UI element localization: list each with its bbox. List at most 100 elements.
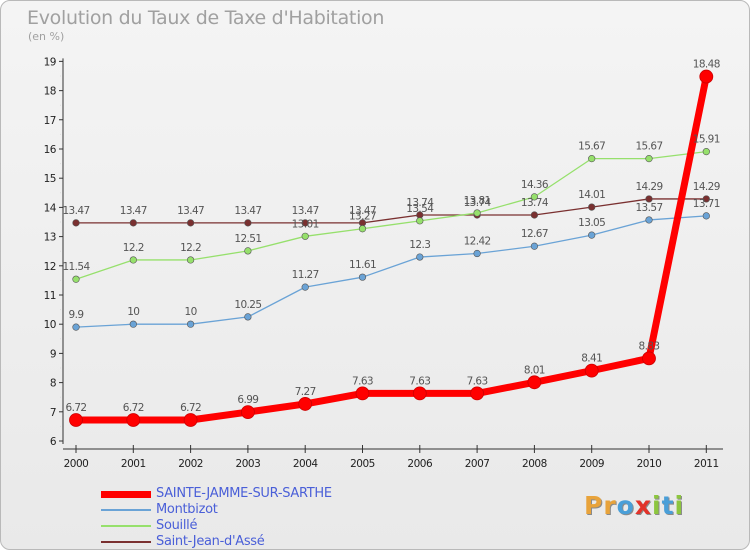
data-label-0: 6.72 bbox=[66, 402, 87, 414]
series-point-3 bbox=[702, 195, 710, 203]
legend-label: SAINTE-JAMME-SUR-SARTHE bbox=[156, 486, 332, 501]
data-label-1: 11.61 bbox=[349, 259, 376, 271]
series-point-3 bbox=[530, 211, 539, 219]
y-tick-label: 10 bbox=[44, 319, 56, 331]
data-label-2: 13.27 bbox=[349, 211, 376, 223]
legend: SAINTE-JAMME-SUR-SARTHE Montbizot Souill… bbox=[101, 486, 401, 549]
series-point-1 bbox=[244, 313, 252, 321]
data-label-1: 10 bbox=[185, 306, 197, 318]
legend-swatch bbox=[101, 525, 151, 527]
series-point-3 bbox=[301, 219, 309, 227]
y-tick-label: 16 bbox=[44, 144, 57, 156]
y-tick-label: 15 bbox=[44, 173, 56, 185]
data-label-3: 13.47 bbox=[177, 205, 204, 217]
series-point-0 bbox=[183, 413, 198, 427]
series-point-0 bbox=[240, 405, 255, 419]
y-tick-label: 9 bbox=[50, 348, 56, 360]
data-label-2: 11.54 bbox=[62, 261, 90, 273]
series-point-3 bbox=[187, 219, 195, 227]
y-tick-label: 14 bbox=[44, 202, 57, 214]
data-label-0: 18.48 bbox=[693, 59, 720, 71]
data-label-2: 12.51 bbox=[234, 233, 261, 245]
x-tick-label: 2008 bbox=[522, 458, 547, 470]
data-label-3: 13.74 bbox=[406, 197, 434, 209]
x-tick-label: 2002 bbox=[178, 458, 203, 470]
data-label-2: 15.67 bbox=[635, 141, 662, 153]
y-tick-label: 19 bbox=[44, 56, 56, 68]
y-tick-label: 6 bbox=[50, 436, 57, 448]
series-line-0 bbox=[72, 73, 710, 424]
y-tick-label: 12 bbox=[44, 261, 56, 273]
series-point-3 bbox=[129, 219, 137, 227]
chart-subtitle: (en %) bbox=[28, 30, 65, 43]
series-point-1 bbox=[301, 283, 309, 291]
data-label-0: 8.83 bbox=[639, 340, 660, 352]
series-point-1 bbox=[72, 323, 80, 331]
series-point-2 bbox=[129, 256, 137, 264]
x-tick-label: 2005 bbox=[350, 458, 375, 470]
legend-item-montbizot: Montbizot bbox=[101, 502, 401, 518]
y-tick-label: 8 bbox=[50, 378, 56, 390]
data-label-0: 7.63 bbox=[409, 375, 430, 387]
data-label-3: 14.01 bbox=[578, 189, 605, 201]
series-point-2 bbox=[702, 148, 710, 156]
series-point-3 bbox=[244, 219, 252, 227]
series-point-0 bbox=[699, 69, 714, 84]
legend-swatch bbox=[101, 509, 151, 511]
series-point-0 bbox=[355, 386, 370, 401]
series-point-1 bbox=[588, 231, 596, 239]
legend-label: Montbizot bbox=[156, 502, 218, 517]
series-point-2 bbox=[530, 193, 539, 201]
series-point-1 bbox=[416, 253, 424, 261]
data-label-0: 8.41 bbox=[581, 353, 602, 365]
series-point-0 bbox=[470, 386, 485, 401]
series-line-1 bbox=[75, 215, 707, 328]
data-label-1: 12.67 bbox=[521, 228, 548, 240]
x-tick-label: 2009 bbox=[579, 458, 604, 470]
x-tick-label: 2006 bbox=[407, 458, 433, 470]
y-tick-label: 18 bbox=[44, 86, 56, 98]
data-label-2: 12.2 bbox=[123, 242, 144, 254]
series-point-0 bbox=[527, 375, 542, 390]
series-point-2 bbox=[473, 209, 481, 217]
data-label-0: 7.63 bbox=[352, 375, 373, 387]
series-point-2 bbox=[588, 155, 596, 163]
data-label-0: 6.72 bbox=[180, 402, 201, 414]
data-label-3: 14.29 bbox=[693, 181, 720, 193]
data-label-3: 13.47 bbox=[62, 205, 89, 217]
y-tick-label: 7 bbox=[50, 407, 56, 419]
data-label-1: 13.57 bbox=[635, 202, 662, 214]
series-point-3 bbox=[645, 195, 653, 203]
data-label-1: 12.3 bbox=[409, 239, 430, 251]
series-point-0 bbox=[412, 386, 427, 401]
data-label-2: 15.67 bbox=[578, 141, 605, 153]
data-label-1: 10.25 bbox=[234, 299, 261, 311]
data-label-1: 9.9 bbox=[69, 309, 84, 321]
series-point-1 bbox=[645, 216, 653, 224]
series-point-1 bbox=[473, 249, 481, 258]
data-label-1: 12.42 bbox=[464, 236, 491, 248]
series-point-2 bbox=[244, 247, 252, 255]
data-label-0: 8.01 bbox=[524, 364, 545, 376]
data-label-2: 13.54 bbox=[406, 203, 434, 215]
data-label-3: 13.74 bbox=[464, 197, 492, 209]
series-point-2 bbox=[301, 232, 309, 240]
data-label-2: 12.2 bbox=[180, 242, 201, 254]
legend-item-souille: Souillé bbox=[101, 518, 401, 534]
series-point-0 bbox=[126, 413, 141, 427]
series-point-0 bbox=[69, 413, 83, 427]
series-point-1 bbox=[702, 212, 710, 220]
data-label-0: 6.72 bbox=[123, 402, 144, 414]
legend-swatch bbox=[101, 491, 151, 498]
legend-item-sainte-jamme: SAINTE-JAMME-SUR-SARTHE bbox=[101, 486, 401, 502]
x-tick-label: 2001 bbox=[121, 458, 146, 470]
legend-label: Saint-Jean-d'Assé bbox=[156, 534, 265, 549]
data-label-0: 6.99 bbox=[237, 394, 258, 406]
series-point-0 bbox=[584, 363, 599, 378]
series-point-3 bbox=[588, 203, 596, 211]
series-line-2 bbox=[75, 150, 707, 280]
series-point-2 bbox=[72, 275, 80, 283]
data-label-0: 7.27 bbox=[295, 386, 316, 398]
data-label-1: 13.71 bbox=[693, 198, 720, 210]
